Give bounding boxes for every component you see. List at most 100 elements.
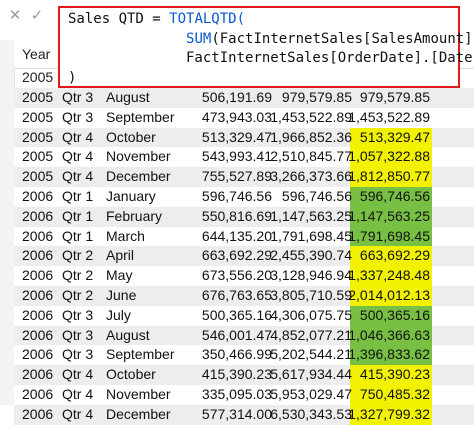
sales-qtd-cell: 979,579.85 [359, 89, 430, 105]
table-row: 2006 Qtr 2 June 676,763.65 3,805,710.59 2,014… [14, 285, 474, 306]
year-cell: 2006 [22, 306, 54, 323]
table-row: 2005 Qtr 3 September 473,943.03 1,453,522.89… [14, 107, 474, 128]
sales-amount-cell: 473,943.03 [201, 108, 272, 125]
formula-text: Sales QTD = [68, 11, 170, 27]
quarter-cell: Qtr 4 [62, 128, 94, 145]
sales-qtd-cell: 2,014,012.13 [348, 286, 430, 303]
sales-amount-cell: 546,001.47 [201, 326, 272, 343]
month-cell: September [106, 108, 175, 125]
table-row: 2006 Qtr 2 April 663,692.29 2,455,390.74 663,… [14, 246, 474, 267]
dax-formula-editor[interactable]: Sales QTD = TOTALQTD( SUM(FactInternetSa… [58, 6, 474, 88]
quarter-cell: Qtr 3 [62, 89, 94, 105]
sales-ytd-cell: 3,128,946.94 [270, 267, 352, 284]
table-row: 2006 Qtr 3 September 350,466.99 5,202,544.21… [14, 345, 474, 366]
year-cell: 2005 [22, 148, 54, 165]
sales-amount-cell: 506,191.69 [201, 89, 272, 105]
column-header-year[interactable]: Year [22, 46, 51, 62]
qtd-highlight [350, 285, 432, 306]
sales-ytd-cell: 5,953,029.47 [270, 385, 352, 402]
formula-function: TOTALQTD( [169, 11, 246, 27]
month-cell: August [106, 89, 150, 105]
sales-ytd-cell: 5,202,544.21 [270, 346, 352, 363]
quarter-cell: Qtr 3 [62, 306, 94, 323]
year-cell: 2006 [22, 346, 54, 363]
month-cell: July [106, 306, 131, 323]
sales-qtd-cell: 415,390.23 [359, 366, 430, 383]
qtd-highlight [350, 206, 432, 227]
year-cell: 2006 [22, 286, 54, 303]
month-cell: November [106, 148, 171, 165]
month-cell: December [106, 168, 171, 185]
sales-qtd-cell: 1,453,522.89 [348, 108, 430, 125]
sales-ytd-cell: 1,791,698.45 [270, 227, 352, 244]
quarter-cell: Qtr 4 [62, 168, 94, 185]
sales-ytd-cell: 2,510,845.77 [270, 148, 352, 165]
sales-ytd-cell: 596,746.56 [281, 187, 352, 204]
month-cell: March [106, 227, 145, 244]
qtd-highlight [350, 345, 432, 366]
month-cell: May [106, 267, 133, 284]
table-row-partial: 2005 [14, 68, 474, 88]
year-cell: 2005 [22, 89, 54, 105]
sales-ytd-cell: 1,453,522.89 [270, 108, 352, 125]
qtd-highlight [350, 127, 432, 148]
qtd-highlight [350, 186, 432, 207]
sales-qtd-cell: 1,791,698.45 [348, 227, 430, 244]
sales-amount-cell: 644,135.20 [201, 227, 272, 244]
check-icon[interactable]: ✓ [30, 6, 44, 24]
quarter-cell: Qtr 2 [62, 267, 94, 284]
sales-amount-cell: 350,466.99 [201, 346, 272, 363]
year-cell: 2005 [22, 168, 54, 185]
month-cell: April [106, 247, 135, 264]
month-cell: October [106, 366, 156, 383]
month-cell: December [106, 405, 171, 422]
month-cell: June [106, 286, 137, 303]
quarter-cell: Qtr 1 [62, 227, 94, 244]
year-cell: 2006 [22, 247, 54, 264]
sales-amount-cell: 673,556.20 [201, 267, 272, 284]
row-selector-strip [0, 40, 15, 405]
quarter-cell: Qtr 4 [62, 148, 94, 165]
sales-qtd-cell: 596,746.56 [359, 187, 430, 204]
qtd-highlight [350, 365, 432, 385]
sales-ytd-cell: 6,530,343.53 [270, 405, 352, 422]
qtd-highlight [350, 147, 432, 168]
month-cell: January [106, 187, 156, 204]
month-cell: October [106, 128, 156, 145]
formula-function: SUM [186, 30, 212, 47]
year-cell: 2006 [22, 326, 54, 343]
sales-amount-cell: 663,692.29 [201, 247, 272, 264]
sales-qtd-cell: 1,327,799.32 [348, 405, 430, 422]
table-row: 2006 Qtr 4 November 335,095.03 5,953,029.47 7… [14, 384, 474, 405]
qtd-highlight [350, 325, 432, 346]
qtd-highlight [350, 167, 432, 187]
quarter-cell: Qtr 3 [62, 326, 94, 343]
quarter-cell: Qtr 4 [62, 405, 94, 422]
sales-qtd-cell: 1,337,248.48 [348, 267, 430, 284]
year-cell: 2005 [22, 69, 54, 85]
table-row: 2005 Qtr 4 December 755,527.89 3,266,373.66 1… [14, 167, 474, 187]
sales-ytd-cell: 2,455,390.74 [270, 247, 352, 264]
quarter-cell: Qtr 1 [62, 207, 94, 224]
sales-amount-cell: 415,390.23 [201, 366, 272, 383]
sales-qtd-cell: 1,396,833.62 [348, 346, 430, 363]
sales-amount-cell: 550,816.69 [201, 207, 272, 224]
close-icon[interactable]: ✕ [8, 6, 22, 24]
year-cell: 2005 [22, 108, 54, 125]
month-cell: February [106, 207, 163, 224]
year-cell: 2006 [22, 366, 54, 383]
table-row: 2006 Qtr 4 October 415,390.23 5,617,934.44 41… [14, 365, 474, 385]
year-cell: 2006 [22, 385, 54, 402]
sales-amount-cell: 676,763.65 [201, 286, 272, 303]
sales-amount-cell: 755,527.89 [201, 168, 272, 185]
year-cell: 2005 [22, 128, 54, 145]
quarter-cell: Qtr 3 [62, 108, 94, 125]
sales-amount-cell: 335,095.03 [201, 385, 272, 402]
quarter-cell: Qtr 1 [62, 187, 94, 204]
table-row: 2005 Qtr 4 November 543,993.41 2,510,845.77 1… [14, 147, 474, 168]
sales-qtd-cell: 1,812,850.77 [348, 168, 430, 185]
sales-qtd-cell: 750,485.32 [359, 385, 430, 402]
year-cell: 2006 [22, 405, 54, 422]
formula-text: (FactInternetSales[SalesAmount]), [211, 30, 474, 47]
sales-ytd-cell: 1,966,852.36 [270, 128, 352, 145]
